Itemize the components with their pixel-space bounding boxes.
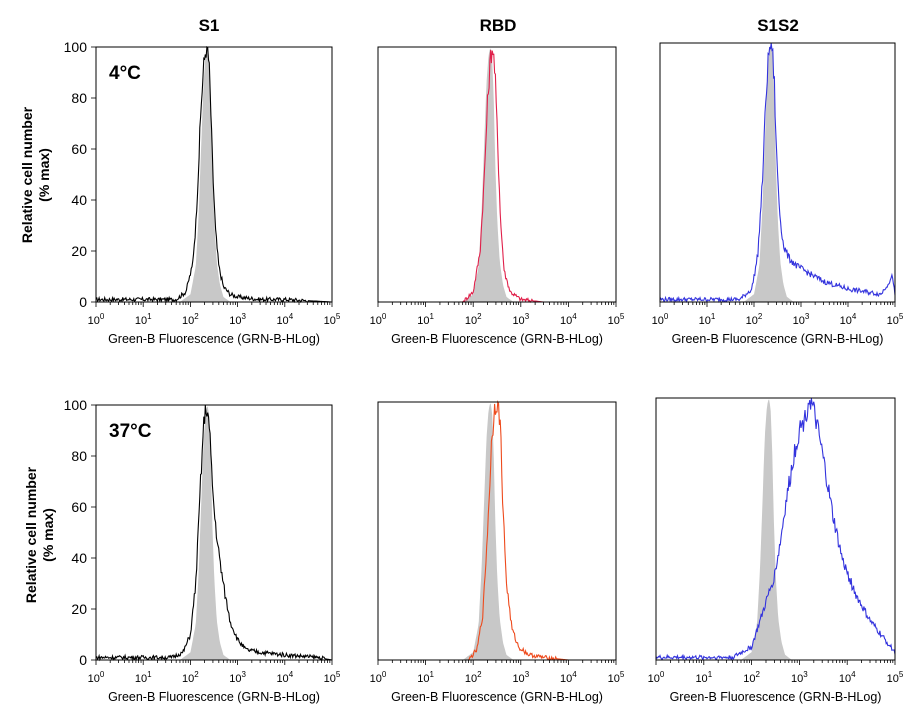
x-tick-label: 102	[182, 670, 199, 685]
histogram-panel: 100 101 102 103 104 105 Green-B Fluorescence (…	[64, 397, 341, 704]
x-axis-label: Green-B Fluorescence (GRN-B-HLog)	[391, 690, 603, 704]
x-tick-label: 105	[324, 670, 341, 685]
control-histogram	[378, 48, 616, 303]
x-tick-label: 100	[370, 312, 387, 327]
control-histogram	[378, 403, 616, 660]
control-histogram	[660, 44, 895, 303]
y-tick-label: 80	[71, 90, 87, 106]
x-tick-label: 104	[276, 670, 293, 685]
x-tick-label: 103	[512, 312, 529, 327]
x-tick-label: 101	[135, 312, 152, 327]
y-tick-label: 20	[71, 601, 87, 617]
x-axis-label: Green-B Fluorescence (GRN-B-HLog)	[108, 690, 320, 704]
histogram-panel: 100 101 102 103 104 105 Green-B Fluorescence (…	[370, 46, 625, 346]
sample-histogram-line	[655, 398, 896, 661]
x-tick-label: 103	[791, 670, 808, 685]
y-tick-label: 60	[71, 499, 87, 515]
control-histogram	[656, 399, 895, 660]
x-tick-label: 101	[417, 670, 434, 685]
x-tick-label: 102	[743, 670, 760, 685]
x-tick-label: 102	[465, 312, 482, 327]
x-tick-label: 100	[370, 670, 387, 685]
x-tick-label: 104	[839, 670, 856, 685]
x-tick-label: 101	[135, 670, 152, 685]
plot-frame	[659, 42, 896, 303]
x-tick-label: 101	[699, 312, 716, 327]
x-tick-label: 104	[560, 312, 577, 327]
column-title-s1: S1	[198, 16, 220, 35]
x-axis-label: Green-B Fluorescence (GRN-B-HLog)	[108, 332, 320, 346]
x-tick-label: 104	[560, 670, 577, 685]
x-tick-label: 100	[88, 670, 105, 685]
x-tick-label: 103	[512, 670, 529, 685]
plot-frame	[655, 397, 896, 661]
y-tick-label: 20	[71, 243, 87, 259]
histogram-panel: 100 101 102 103 104 105 Green-B Fluorescence (…	[64, 39, 341, 346]
x-tick-label: 105	[608, 670, 625, 685]
x-tick-label: 103	[229, 312, 246, 327]
sample-histogram-line	[95, 405, 333, 662]
x-tick-label: 102	[182, 312, 199, 327]
column-title-s1s2: S1S2	[757, 16, 799, 35]
x-tick-label: 105	[324, 312, 341, 327]
x-axis-label: Green-B Fluorescence (GRN-B-HLog)	[670, 690, 882, 704]
plot-frame	[377, 46, 617, 303]
x-tick-label: 100	[88, 312, 105, 327]
y-tick-label: 60	[71, 141, 87, 157]
y-tick-label: 40	[71, 192, 87, 208]
y-tick-label: 0	[79, 652, 87, 668]
x-tick-label: 100	[648, 670, 665, 685]
x-tick-label: 103	[793, 312, 810, 327]
temperature-label: 37°C	[109, 421, 152, 442]
sample-histogram-line	[95, 46, 332, 304]
x-axis-label: Green-B Fluorescence (GRN-B-HLog)	[672, 332, 884, 346]
plot-frame	[95, 404, 333, 661]
x-tick-label: 104	[840, 312, 857, 327]
x-tick-label: 105	[608, 312, 625, 327]
x-tick-label: 105	[887, 670, 904, 685]
control-histogram	[96, 406, 332, 660]
x-tick-label: 100	[652, 312, 669, 327]
y-tick-label: 80	[71, 448, 87, 464]
x-tick-label: 102	[746, 312, 763, 327]
plot-frame	[377, 401, 617, 661]
x-tick-label: 105	[887, 312, 904, 327]
histogram-panel: 100 101 102 103 104 105 Green-B Fluorescence (…	[648, 397, 904, 704]
y-tick-label: 0	[79, 294, 87, 310]
x-tick-label: 103	[229, 670, 246, 685]
sample-histogram-line	[659, 42, 896, 304]
x-tick-label: 101	[695, 670, 712, 685]
x-tick-label: 101	[417, 312, 434, 327]
control-histogram	[96, 48, 332, 303]
y-tick-label: 100	[64, 39, 88, 55]
y-tick-label: 100	[64, 397, 88, 413]
column-title-rbd: RBD	[479, 16, 517, 35]
x-tick-label: 104	[276, 312, 293, 327]
x-tick-label: 102	[465, 670, 482, 685]
plot-frame	[95, 46, 333, 303]
histogram-panel: 100 101 102 103 104 105 Green-B Fluorescence (…	[370, 399, 625, 704]
y-tick-label: 40	[71, 550, 87, 566]
x-axis-label: Green-B Fluorescence (GRN-B-HLog)	[391, 332, 603, 346]
temperature-label: 4°C	[109, 63, 141, 84]
